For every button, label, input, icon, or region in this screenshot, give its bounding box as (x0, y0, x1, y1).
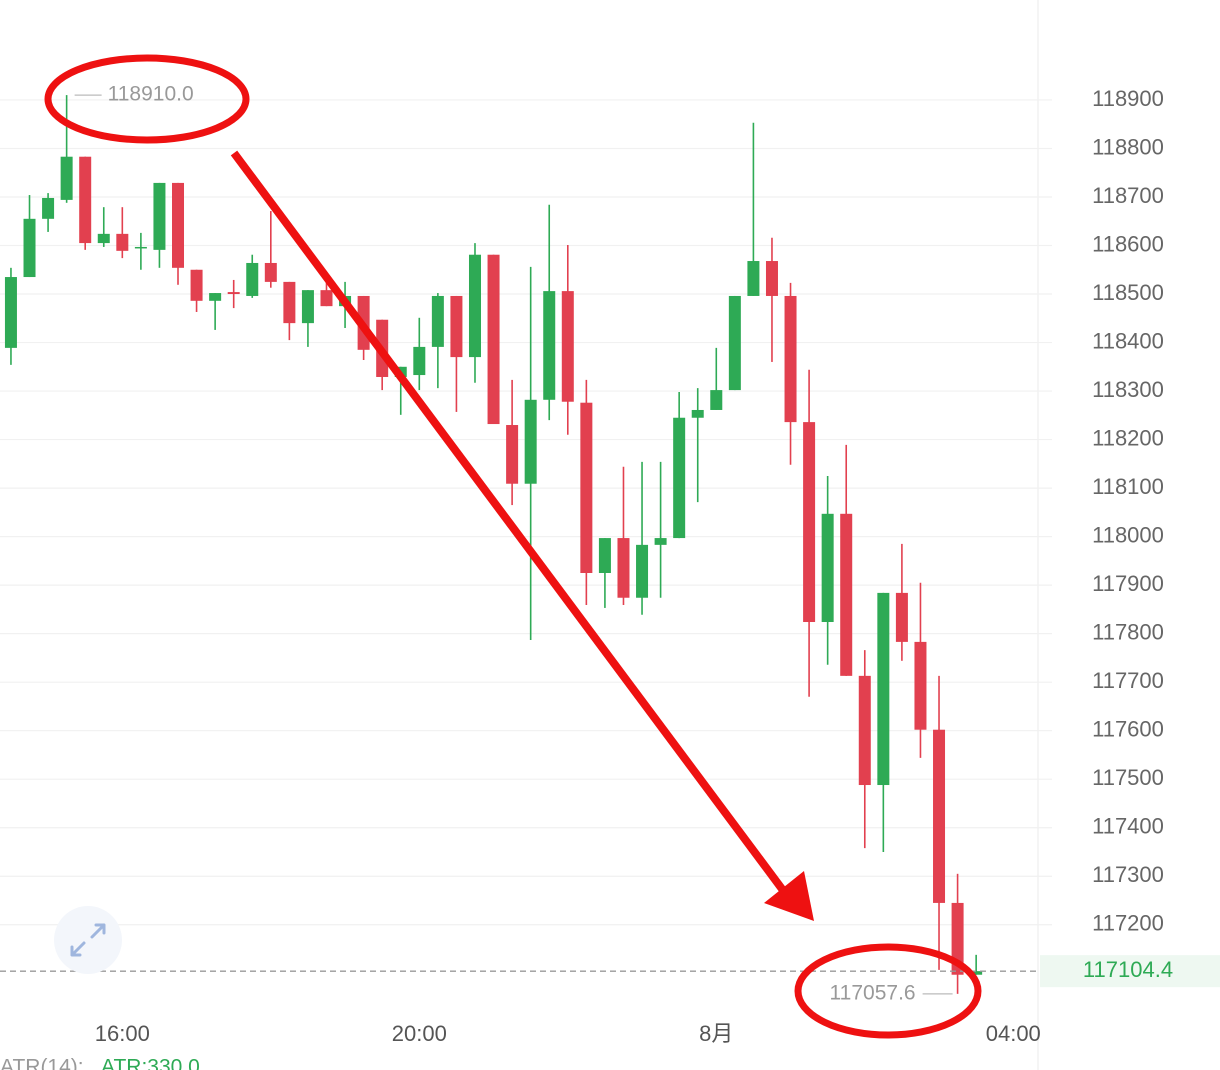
expand-icon[interactable] (70, 923, 106, 957)
candle-body (487, 254, 500, 425)
indicator-value: ATR:330.0 (101, 1056, 200, 1070)
candle-body (673, 417, 686, 539)
candle-body (60, 156, 73, 200)
candle-body (561, 291, 574, 402)
candle-body (691, 409, 704, 418)
candle-body (877, 592, 890, 786)
candle-body (4, 277, 17, 348)
candle-body (524, 399, 537, 484)
candle-body (264, 262, 277, 282)
candle-body (116, 233, 129, 251)
candle-body (858, 675, 871, 786)
expand-button[interactable] (54, 906, 122, 974)
y-tick-label: 118500 (1092, 280, 1164, 305)
y-tick-label: 117600 (1092, 716, 1164, 741)
y-tick-label: 118600 (1092, 231, 1164, 256)
expand-button-bg[interactable] (54, 906, 122, 974)
y-tick-label: 117800 (1092, 619, 1164, 644)
y-tick-label: 118900 (1092, 86, 1164, 111)
x-tick-label: 8月 (699, 1021, 733, 1046)
candle-body (320, 290, 333, 307)
highlight-ellipse (794, 943, 982, 1039)
y-tick-label: 117700 (1092, 668, 1164, 693)
candle-body (153, 182, 166, 250)
y-tick-label: 118000 (1092, 522, 1164, 547)
candle-body (79, 156, 92, 244)
candle-body (710, 390, 723, 410)
candle-body (580, 402, 593, 573)
candle-body (543, 291, 556, 400)
candle-body (42, 197, 55, 219)
candle-body (784, 295, 797, 423)
candle-body (914, 641, 927, 730)
candle-body (747, 261, 760, 296)
candle-body (301, 290, 314, 324)
overlay: 117200 117300 117400 117500 117600 117700 1178… (0, 83, 1220, 1046)
indicator-name: ATR(14): (0, 1056, 84, 1070)
candle-body (190, 269, 203, 301)
candle-body (636, 544, 649, 598)
candle-body (172, 182, 185, 268)
candle-body (283, 281, 296, 324)
y-tick-label: 117400 (1092, 814, 1164, 839)
highlight-ellipse (44, 54, 250, 144)
y-tick-label: 118800 (1092, 134, 1164, 159)
candle-body (413, 346, 426, 376)
last-price-label: 117104.4 (1083, 957, 1173, 982)
y-tick-label: 118400 (1092, 328, 1164, 353)
candle-body (134, 246, 147, 249)
candle-body (728, 295, 741, 391)
arrow-head (764, 871, 814, 921)
candle-body (821, 513, 834, 623)
last-price-bg (1040, 955, 1220, 988)
x-tick-label: 20:00 (392, 1021, 447, 1046)
candle-body (209, 293, 222, 301)
candle-body (246, 262, 259, 296)
candle-body (598, 538, 611, 573)
candle-body (431, 295, 444, 347)
y-tick-label: 118700 (1092, 183, 1164, 208)
y-tick-label: 117200 (1092, 911, 1164, 936)
candle-body (468, 254, 481, 358)
annotation (44, 54, 982, 1039)
candle-body (506, 425, 519, 484)
candles (4, 95, 983, 994)
candle-body (840, 513, 853, 676)
candle-body (654, 538, 667, 545)
candle-body (450, 295, 463, 358)
y-tick-label: 117900 (1092, 571, 1164, 596)
high-marker-label: 118910.0 (108, 83, 194, 106)
candle-body (895, 592, 908, 642)
candle-body (970, 971, 983, 975)
y-tick-label: 118100 (1092, 474, 1164, 499)
candle-body (765, 261, 778, 296)
trend-arrow (230, 150, 789, 896)
grid (0, 99, 1052, 926)
x-tick-label: 04:00 (986, 1021, 1041, 1046)
low-marker-label: 117057.6 (830, 981, 916, 1004)
y-tick-label: 117500 (1092, 765, 1164, 790)
candle-body (803, 422, 816, 623)
candle-body (97, 233, 110, 244)
x-tick-label: 16:00 (95, 1021, 150, 1046)
y-tick-label: 118300 (1092, 377, 1164, 402)
y-tick-label: 118200 (1092, 425, 1164, 450)
candle-body (617, 538, 630, 598)
candle-body (227, 292, 240, 295)
candle-body (951, 902, 964, 975)
y-tick-label: 117300 (1092, 862, 1164, 887)
candle-body (23, 218, 36, 278)
candle-body (933, 729, 946, 903)
